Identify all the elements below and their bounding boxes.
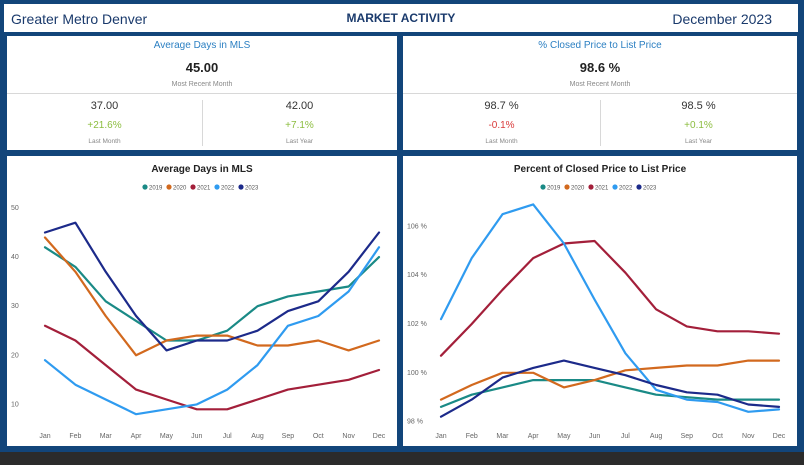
kpi-last-year-change: +7.1% [285, 120, 314, 131]
kpi-card-days-in-mls: Average Days in MLS 45.00 Most Recent Mo… [7, 36, 397, 150]
kpi-last-year-change: +0.1% [684, 120, 713, 131]
divider [7, 93, 397, 94]
x-tick-label: Feb [69, 433, 81, 440]
series-line-2023 [43, 221, 381, 352]
x-tick-label: Dec [373, 433, 386, 440]
x-tick-label: Mar [496, 433, 509, 440]
x-tick-label: Oct [712, 433, 723, 440]
dashboard-header: Greater Metro Denver MARKET ACTIVITY Dec… [4, 4, 798, 32]
kpi-last-month-value: 98.7 % [484, 100, 519, 112]
period-label: December 2023 [672, 11, 772, 27]
series-line-2021 [43, 324, 381, 411]
y-tick-label: 98 % [407, 419, 423, 426]
legend-marker [166, 184, 172, 190]
x-tick-label: May [160, 433, 174, 440]
y-tick-label: 106 % [407, 223, 427, 230]
x-tick-label: Jul [223, 433, 232, 440]
x-tick-label: Jan [39, 433, 50, 440]
y-tick-label: 100 % [407, 370, 427, 377]
x-tick-label: Apr [131, 433, 143, 440]
divider [202, 100, 203, 146]
dashboard-frame: Greater Metro Denver MARKET ACTIVITY Dec… [0, 0, 804, 452]
legend-marker [540, 184, 546, 190]
x-tick-label: Nov [342, 433, 355, 440]
legend-label: 2020 [173, 186, 187, 192]
legend-label: 2023 [643, 186, 657, 192]
chart-svg: Percent of Closed Price to List Price 201… [407, 164, 786, 440]
legend-label: 2023 [245, 186, 259, 192]
chart-title: Percent of Closed Price to List Price [514, 164, 687, 175]
x-tick-label: Jan [435, 433, 446, 440]
divider [403, 93, 797, 94]
kpi-title: % Closed Price to List Price [538, 40, 662, 51]
x-tick-label: Sep [282, 433, 295, 440]
y-tick-label: 30 [11, 303, 19, 310]
kpi-title: Average Days in MLS [153, 40, 251, 51]
x-tick-label: Aug [251, 433, 264, 440]
x-tick-label: Oct [313, 433, 324, 440]
legend-marker [190, 184, 196, 190]
kpi-last-month-label: Last Month [485, 138, 518, 145]
legend-marker [564, 184, 570, 190]
kpi-last-month-value: 37.00 [90, 100, 119, 112]
kpi-last-month-label: Last Month [88, 138, 121, 145]
series-line-2019 [43, 246, 381, 342]
legend-marker [142, 184, 148, 190]
series-line-2019 [439, 379, 781, 408]
kpi-last-year-label: Last Year [285, 138, 314, 145]
x-tick-label: May [557, 433, 571, 440]
legend-marker [214, 184, 220, 190]
legend-marker [588, 184, 594, 190]
legend-marker [612, 184, 618, 190]
x-tick-label: Jun [191, 433, 202, 440]
kpi-last-year-label: Last Year [684, 138, 713, 145]
kpi-subtitle: Most Recent Month [171, 81, 233, 88]
y-tick-label: 40 [11, 254, 19, 261]
series-line-2020 [439, 359, 781, 401]
chart-closed-price-ratio: Percent of Closed Price to List Price 201… [403, 156, 797, 446]
x-tick-label: Jul [621, 433, 630, 440]
x-tick-label: Nov [742, 433, 755, 440]
x-tick-label: Jun [589, 433, 600, 440]
chart-svg: Average Days in MLS 2019 2020 2021 2022 2023 1… [11, 164, 386, 440]
legend-label: 2019 [547, 186, 561, 192]
legend-label: 2021 [197, 186, 211, 192]
x-tick-label: Dec [773, 433, 786, 440]
legend-label: 2019 [149, 186, 163, 192]
x-tick-label: Aug [650, 433, 663, 440]
kpi-value: 45.00 [185, 60, 219, 75]
kpi-value: 98.6 % [579, 60, 621, 75]
x-tick-label: Feb [466, 433, 478, 440]
legend-label: 2022 [619, 186, 633, 192]
y-tick-label: 20 [11, 352, 19, 359]
kpi-last-month-change: +21.6% [87, 120, 122, 131]
series-line-2021 [439, 239, 781, 357]
divider [600, 100, 601, 146]
legend-marker [636, 184, 642, 190]
legend-marker [238, 184, 244, 190]
series-line-2023 [439, 359, 781, 418]
kpi-last-year-value: 42.00 [285, 100, 314, 112]
region-label: Greater Metro Denver [11, 11, 148, 27]
chart-title: Average Days in MLS [151, 164, 253, 175]
kpi-card-closed-price: % Closed Price to List Price 98.6 % Most… [403, 36, 797, 150]
y-tick-label: 50 [11, 205, 19, 212]
legend-label: 2020 [571, 186, 585, 192]
kpi-subtitle: Most Recent Month [569, 81, 631, 88]
x-tick-label: Sep [681, 433, 694, 440]
kpi-last-year-value: 98.5 % [681, 100, 716, 112]
chart-days-in-mls: Average Days in MLS 2019 2020 2021 2022 2023 1… [7, 156, 397, 446]
x-tick-label: Mar [100, 433, 113, 440]
y-tick-label: 10 [11, 401, 19, 408]
series-line-2022 [439, 203, 781, 413]
kpi-last-month-change: -0.1% [488, 120, 515, 131]
legend-label: 2022 [221, 186, 235, 192]
series-line-2020 [43, 236, 381, 357]
y-tick-label: 104 % [407, 272, 427, 279]
page-title: MARKET ACTIVITY [346, 11, 456, 25]
series-line-2022 [43, 246, 381, 416]
x-tick-label: Apr [528, 433, 540, 440]
legend-label: 2021 [595, 186, 609, 192]
y-tick-label: 102 % [407, 321, 427, 328]
